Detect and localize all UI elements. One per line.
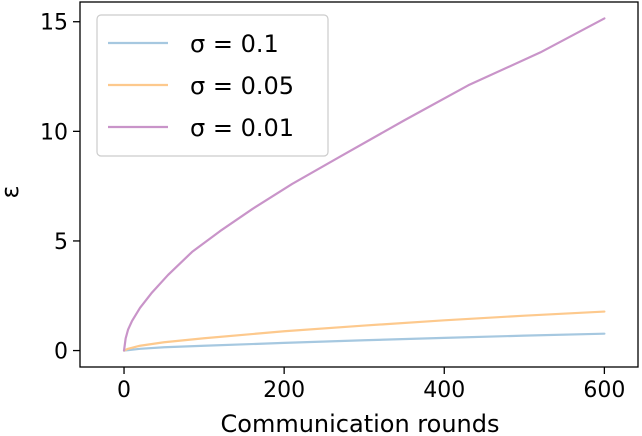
plot-frame — [79, 1, 639, 368]
y-tick-label: 5 — [54, 230, 68, 255]
axes: 0 200 400 600 0 5 10 15 — [40, 1, 639, 403]
y-tick-label: 15 — [40, 11, 68, 36]
legend-label-1: σ = 0.05 — [190, 72, 294, 100]
series-line-0 — [122, 332, 606, 352]
series-lines — [122, 17, 606, 352]
series-line-1 — [122, 310, 606, 352]
y-axis-label: ε — [0, 186, 24, 199]
y-tick-label: 0 — [54, 340, 68, 365]
x-tick-label: 400 — [423, 378, 465, 403]
legend-box — [96, 14, 329, 157]
legend: σ = 0.1 σ = 0.05 σ = 0.01 — [96, 14, 329, 157]
y-tick-label: 10 — [40, 120, 68, 145]
x-tick-label: 200 — [263, 378, 305, 403]
x-axis-label: Communication rounds — [221, 410, 500, 436]
x-tick-label: 600 — [583, 378, 625, 403]
legend-label-2: σ = 0.01 — [190, 114, 294, 142]
legend-label-0: σ = 0.1 — [190, 30, 279, 58]
series-line-2 — [122, 17, 606, 352]
x-tick-label: 0 — [117, 378, 131, 403]
